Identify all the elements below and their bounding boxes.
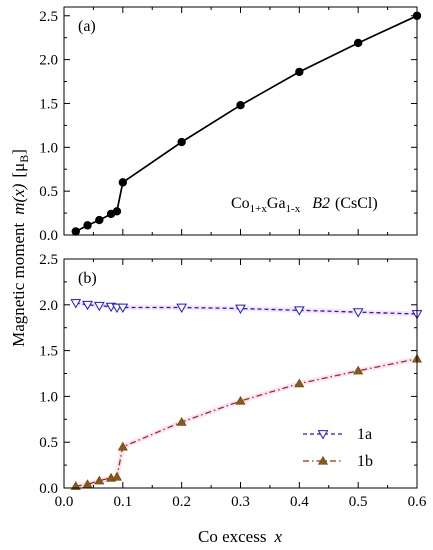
- data-point-b-0-9: [352, 308, 364, 318]
- x-tick-label-b-5: 0.5: [349, 494, 368, 510]
- data-point-b-0-0: [70, 299, 82, 309]
- data-point-b-0-7: [235, 304, 246, 314]
- data-point-b-1-8: [294, 378, 305, 388]
- panel-b: 0.0 0.1 0.2 0.3 0.4 0.5 0.60.00.51.01.52.02.5 …: [39, 252, 427, 510]
- data-point-b-1-9: [353, 365, 364, 375]
- x-tick-label-b-1: 0.1: [113, 494, 132, 510]
- data-point-b-1-6: [176, 416, 187, 426]
- data-point-b-1-7: [235, 395, 246, 405]
- data-point-a-0-5: [118, 178, 128, 187]
- x-tick-label-b-2: 0.2: [172, 494, 191, 510]
- data-point-b-1-2: [94, 475, 105, 485]
- data-point-b-0-5: [117, 303, 129, 314]
- x-tick-label-b-3: 0.3: [231, 494, 250, 510]
- y-tick-label-b-2: 1.0: [39, 389, 58, 405]
- data-point-a-0-8: [295, 67, 304, 77]
- legend-marker-0: [317, 430, 329, 440]
- compound-cscl: (CsCl): [335, 195, 378, 212]
- data-point-a-0-9: [353, 38, 363, 48]
- x-axis-label-prefix: Co excess: [198, 527, 266, 546]
- x-axis-label: Co excess x: [198, 527, 282, 546]
- y-axis-label-close: ]: [9, 149, 28, 155]
- y-tick-label-a-5: 2.5: [39, 9, 58, 25]
- compound-co-sub: 1+x: [250, 203, 268, 215]
- data-point-a-0-1: [83, 221, 92, 230]
- data-point-a-0-7: [236, 101, 245, 110]
- compound-annotation: Co1+xGa1-x B2 (CsCl): [231, 195, 378, 215]
- data-point-a-0-2: [95, 215, 104, 225]
- y-tick-label-a-0: 0.0: [39, 228, 58, 244]
- panel-a: 0.0 0.5 1.0 1.5 2.0 2.5 (a) Co1+xGa1-x B2 (CsCl…: [39, 6, 422, 244]
- compound-co: Co: [231, 195, 250, 212]
- y-axis-label-unit: [μ: [9, 163, 28, 178]
- data-point-b-0-6: [176, 303, 188, 314]
- legend-label-0: 1a: [357, 426, 372, 443]
- data-point-b-1-5: [117, 441, 128, 451]
- legend-marker-1: [317, 455, 329, 465]
- data-point-b-1-4: [111, 471, 122, 481]
- data-point-b-0-8: [293, 306, 305, 316]
- y-tick-label-b-0: 0.0: [39, 481, 58, 497]
- panel-a-marks: [71, 11, 422, 236]
- compound-ga-sub: 1-x: [286, 203, 301, 215]
- x-tick-label-b-0: 0.0: [55, 494, 74, 510]
- y-axis-label: Magnetic moment m(x) [μB]: [9, 149, 31, 347]
- data-point-a-0-4: [112, 207, 122, 216]
- x-axis-label-var: x: [273, 527, 282, 546]
- legend: 1a 1b: [303, 426, 373, 470]
- y-tick-label-a-3: 1.5: [39, 96, 58, 112]
- legend-label-1: 1b: [357, 453, 373, 470]
- y-tick-label-b-3: 1.5: [39, 344, 58, 360]
- y-tick-label-a-1: 0.5: [39, 184, 58, 200]
- x-tick-label-b-6: 0.6: [408, 494, 427, 510]
- y-tick-label-b-4: 2.0: [39, 298, 58, 314]
- y-tick-label-a-4: 2.0: [39, 53, 58, 69]
- data-point-a-0-6: [177, 137, 186, 147]
- y-tick-label-b-1: 0.5: [39, 435, 58, 451]
- y-tick-label-b-5: 2.5: [39, 252, 58, 268]
- panel-a-label: (a): [78, 18, 96, 35]
- y-tick-label-a-2: 1.0: [39, 140, 58, 156]
- y-axis-label-unit-sub: B: [17, 155, 31, 163]
- panel-a-ticks: 0.0 0.5 1.0 1.5 2.0 2.5: [39, 7, 418, 244]
- panel-b-ticks: 0.0 0.1 0.2 0.3 0.4 0.5 0.6 0.0 0.5 1.0 1.5 2.0 2.5: [39, 252, 427, 510]
- data-point-b-0-2: [93, 301, 105, 312]
- y-axis-label-prefix: Magnetic moment: [9, 222, 28, 346]
- data-point-b-0-1: [82, 300, 93, 311]
- data-point-a-0-0: [71, 227, 80, 236]
- x-tick-label-b-4: 0.4: [290, 494, 309, 510]
- panel-b-label: (b): [78, 270, 97, 287]
- compound-b2: B2: [312, 195, 330, 212]
- compound-ga: Ga: [267, 195, 286, 212]
- y-axis-label-var: m(x): [9, 183, 28, 214]
